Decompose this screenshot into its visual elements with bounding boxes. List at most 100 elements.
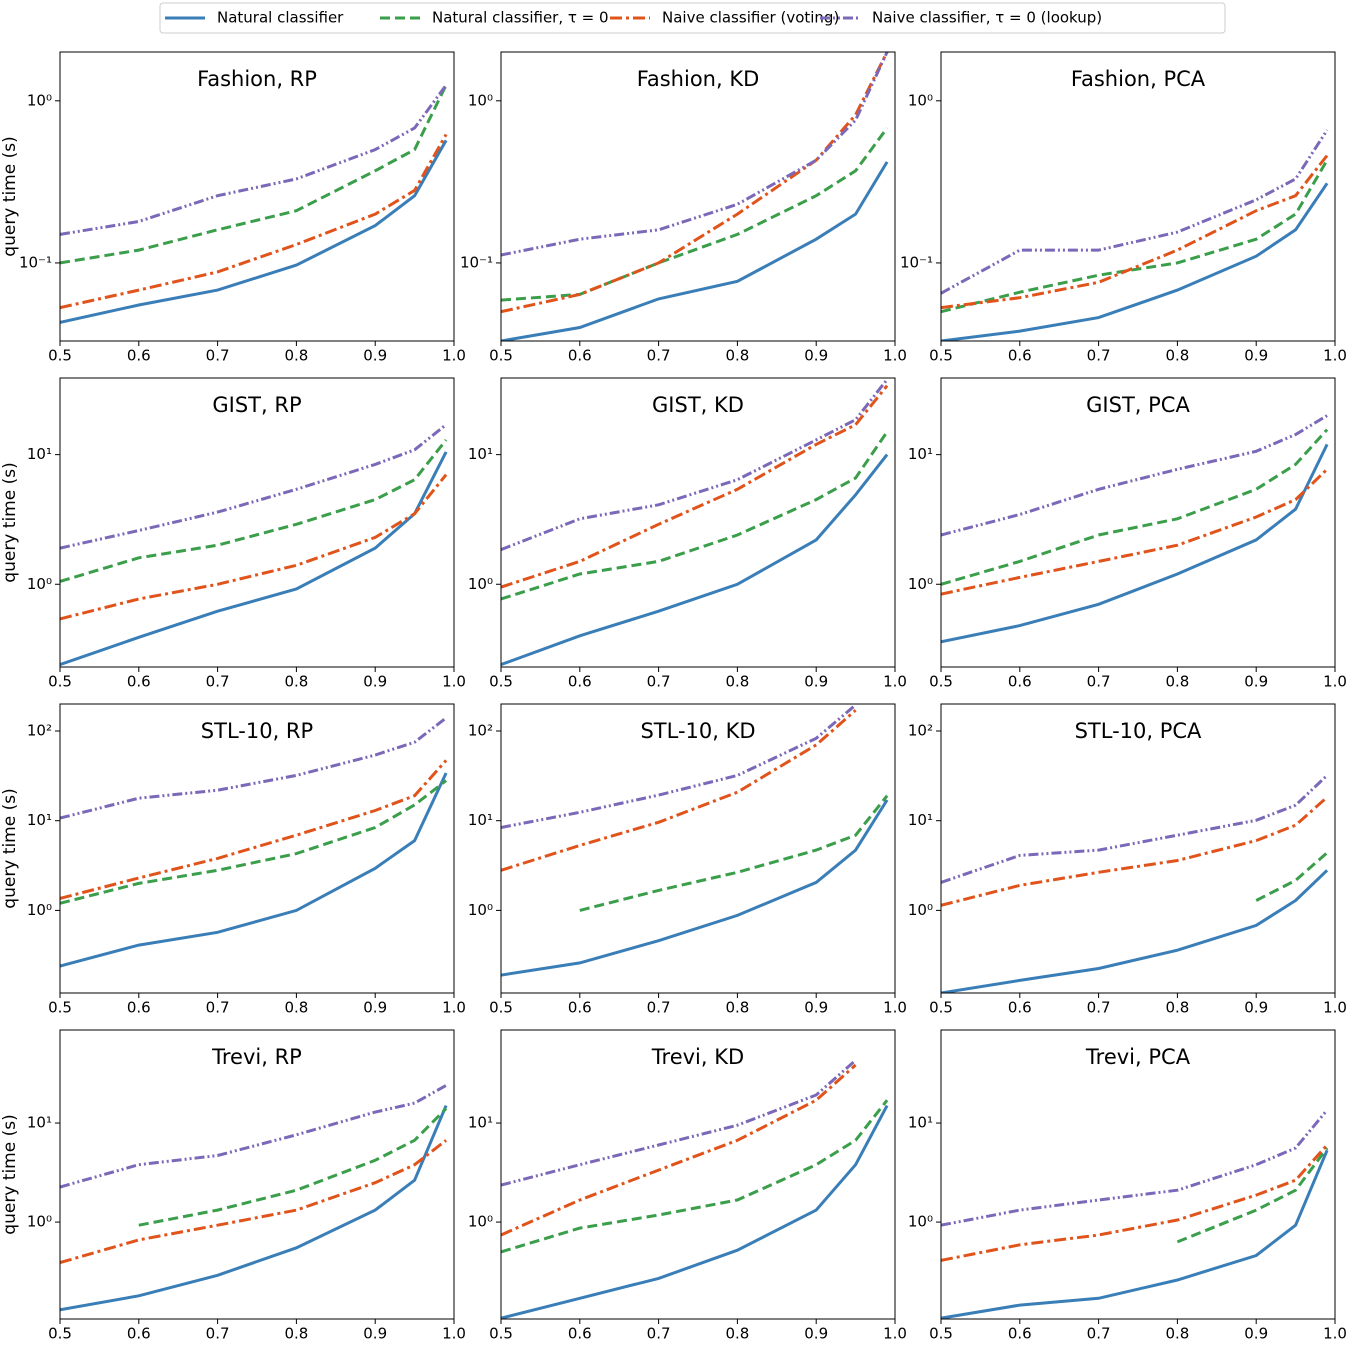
y-tick-label: 10¹ xyxy=(908,445,933,463)
x-tick-label: 0.5 xyxy=(489,999,513,1017)
series-line xyxy=(60,1084,447,1189)
x-tick-label: 1.0 xyxy=(1323,347,1347,365)
x-tick-label: 0.6 xyxy=(1008,999,1032,1017)
y-tick-label: 10¹ xyxy=(27,1114,52,1132)
subplot-title: GIST, RP xyxy=(212,393,301,417)
x-tick-label: 1.0 xyxy=(442,673,466,691)
series-line xyxy=(60,716,448,820)
x-tick-label: 1.0 xyxy=(442,1325,466,1343)
series-line xyxy=(941,468,1329,596)
series-line xyxy=(501,161,889,341)
x-tick-label: 0.5 xyxy=(929,673,953,691)
x-tick-label: 1.0 xyxy=(1323,1325,1347,1343)
y-tick-label: 10⁻¹ xyxy=(900,253,933,271)
x-tick-label: 0.5 xyxy=(48,999,72,1017)
x-tick-label: 0.9 xyxy=(804,1325,828,1343)
y-tick-label: 10⁰ xyxy=(468,901,493,919)
x-tick-label: 1.0 xyxy=(883,673,907,691)
x-tick-label: 0.9 xyxy=(1244,999,1268,1017)
subplot: 0.5 0.6 0.7 0.8 0.9 1.0 10⁰ 10¹ 10² STL-10, RP que… xyxy=(0,703,466,1017)
plot-frame xyxy=(500,703,896,994)
x-tick-label: 0.9 xyxy=(363,347,387,365)
subplot-title: Trevi, RP xyxy=(211,1045,302,1069)
series-line xyxy=(941,154,1329,310)
y-tick-label: 10⁻¹ xyxy=(460,253,493,271)
y-axis-label: query time (s) xyxy=(0,788,20,908)
x-tick-label: 0.5 xyxy=(929,999,953,1017)
series-line xyxy=(501,799,889,977)
subplot: 0.5 0.6 0.7 0.8 0.9 1.0 10⁰ 10¹ Trevi, KD xyxy=(468,1029,907,1343)
subplot: 0.5 0.6 0.7 0.8 0.9 1.0 10⁻¹ 10⁰ Fashion, PCA xyxy=(900,51,1347,365)
y-axis-label: query time (s) xyxy=(0,136,20,256)
series-line xyxy=(579,794,889,912)
x-tick-label: 0.7 xyxy=(206,1325,230,1343)
x-tick-label: 0.8 xyxy=(1165,673,1189,691)
x-tick-label: 0.9 xyxy=(363,1325,387,1343)
series-line xyxy=(138,1107,448,1227)
x-tick-label: 0.6 xyxy=(127,999,151,1017)
subplot-title: Fashion, RP xyxy=(197,67,317,91)
y-axis-label: query time (s) xyxy=(0,462,20,582)
series-line xyxy=(60,779,448,905)
y-tick-label: 10⁻¹ xyxy=(19,253,52,271)
x-tick-label: 0.7 xyxy=(647,1325,671,1343)
x-tick-label: 0.9 xyxy=(1244,347,1268,365)
x-tick-label: 1.0 xyxy=(442,347,466,365)
series-line xyxy=(60,451,448,667)
subplot: 0.5 0.6 0.7 0.8 0.9 1.0 10⁰ 10¹ GIST, KD xyxy=(468,377,907,691)
legend-label: Naive classifier, τ = 0 (lookup) xyxy=(872,9,1102,27)
subplot: 0.5 0.6 0.7 0.8 0.9 1.0 10⁰ 10¹ GIST, PCA xyxy=(908,377,1347,691)
x-tick-label: 0.5 xyxy=(489,347,513,365)
x-tick-label: 0.7 xyxy=(647,673,671,691)
x-tick-label: 1.0 xyxy=(883,1325,907,1343)
series-line xyxy=(501,709,857,872)
x-tick-label: 0.6 xyxy=(568,673,592,691)
x-tick-label: 0.7 xyxy=(206,999,230,1017)
y-tick-label: 10⁰ xyxy=(468,1213,493,1231)
series-line xyxy=(501,1059,857,1187)
x-tick-label: 0.9 xyxy=(804,999,828,1017)
y-tick-label: 10¹ xyxy=(908,1114,933,1132)
legend-label: Natural classifier, τ = 0 xyxy=(432,9,609,27)
subplot: 0.5 0.6 0.7 0.8 0.9 1.0 10⁰ 10¹ Trevi, RP query t… xyxy=(0,1029,466,1343)
x-tick-label: 0.5 xyxy=(48,1325,72,1343)
x-tick-label: 0.6 xyxy=(127,1325,151,1343)
subplot: 0.5 0.6 0.7 0.8 0.9 1.0 10⁻¹ 10⁰ Fashion, RP quer… xyxy=(0,51,466,365)
plot-frame xyxy=(940,51,1336,342)
x-tick-label: 0.7 xyxy=(1087,347,1111,365)
x-tick-label: 0.8 xyxy=(1165,347,1189,365)
series-line xyxy=(941,428,1329,586)
x-tick-label: 0.9 xyxy=(804,673,828,691)
x-tick-label: 0.9 xyxy=(1244,673,1268,691)
x-tick-label: 0.5 xyxy=(489,673,513,691)
series-line xyxy=(60,423,448,550)
y-tick-label: 10⁰ xyxy=(908,91,933,109)
x-tick-label: 0.7 xyxy=(206,673,230,691)
x-tick-label: 0.5 xyxy=(929,1325,953,1343)
y-axis-label: query time (s) xyxy=(0,1114,20,1234)
series-line xyxy=(60,84,448,265)
series-line xyxy=(60,133,448,310)
y-tick-label: 10¹ xyxy=(468,445,493,463)
y-tick-label: 10¹ xyxy=(27,445,52,463)
subplot-title: Trevi, KD xyxy=(651,1045,744,1069)
series-line xyxy=(941,414,1328,537)
series-line xyxy=(941,1149,1329,1319)
x-tick-label: 0.6 xyxy=(568,999,592,1017)
series-line xyxy=(1255,851,1329,902)
y-tick-label: 10¹ xyxy=(908,811,933,829)
x-tick-label: 0.6 xyxy=(568,1325,592,1343)
x-tick-label: 0.8 xyxy=(284,1325,308,1343)
subplot-title: Trevi, PCA xyxy=(1085,1045,1191,1069)
x-tick-label: 1.0 xyxy=(883,347,907,365)
x-tick-label: 1.0 xyxy=(1323,999,1347,1017)
plot-frame xyxy=(940,1029,1336,1320)
x-tick-label: 0.7 xyxy=(647,347,671,365)
plot-frame xyxy=(500,1029,896,1320)
series-line xyxy=(60,139,448,324)
plot-frame xyxy=(59,703,455,994)
legend-label: Natural classifier xyxy=(217,9,344,27)
y-tick-label: 10⁰ xyxy=(468,91,493,109)
x-tick-label: 0.8 xyxy=(1165,999,1189,1017)
x-tick-label: 0.8 xyxy=(725,347,749,365)
